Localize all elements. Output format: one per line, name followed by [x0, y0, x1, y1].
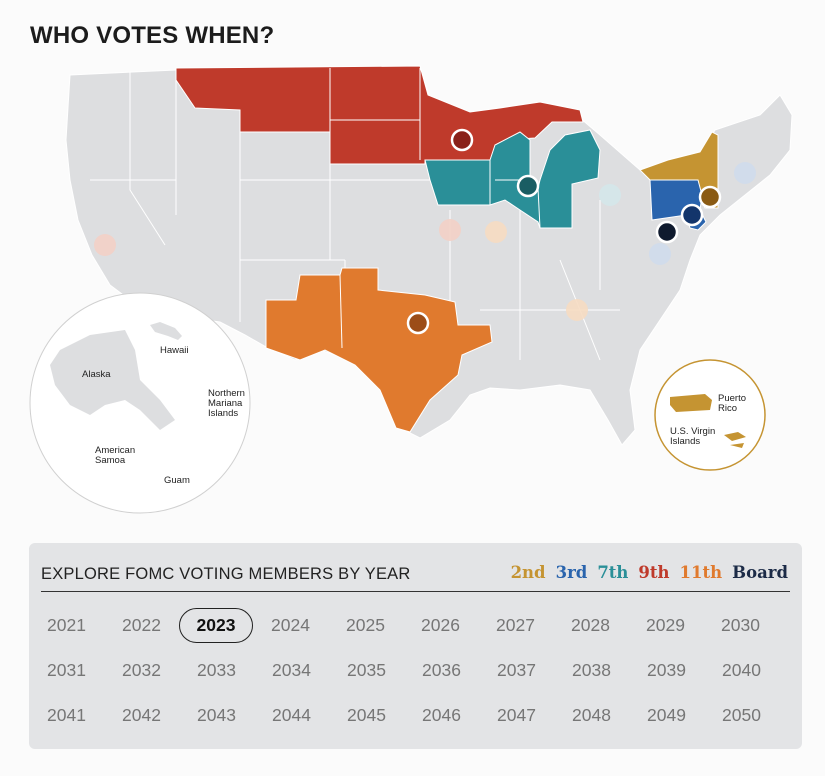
year-button[interactable]: 2027	[496, 615, 535, 635]
year-button[interactable]: 2049	[647, 705, 686, 725]
year-button[interactable]: 2041	[47, 705, 86, 725]
legend-9th: 9th	[638, 563, 670, 582]
year-explorer-panel: EXPLORE FOMC VOTING MEMBERS BY YEAR 2nd …	[29, 543, 802, 749]
year-button[interactable]: 2042	[122, 705, 161, 725]
caribbean-inset-circle	[654, 359, 766, 471]
year-button-selected[interactable]: 2023	[179, 608, 253, 643]
board-marker[interactable]	[655, 220, 679, 244]
district-11th-shape[interactable]	[265, 267, 493, 433]
year-button[interactable]: 2032	[122, 660, 161, 680]
year-button[interactable]: 2031	[47, 660, 86, 680]
panel-title: EXPLORE FOMC VOTING MEMBERS BY YEAR	[41, 565, 411, 583]
year-button[interactable]: 2047	[497, 705, 536, 725]
year-button[interactable]: 2043	[197, 705, 236, 725]
caribbean-inset: Puerto Rico U.S. Virgin Islands	[654, 359, 766, 471]
year-button[interactable]: 2025	[346, 615, 385, 635]
district-11th-border	[339, 274, 343, 349]
district-legend: 2nd 3rd 7th 9th 11th Board	[511, 563, 788, 582]
usvi-label-1: U.S. Virgin	[670, 426, 715, 437]
philadelphia-marker[interactable]	[680, 203, 704, 227]
legend-3rd: 3rd	[555, 563, 588, 582]
year-button[interactable]: 2024	[271, 615, 310, 635]
district-7th-shape[interactable]	[424, 129, 601, 229]
dallas-marker[interactable]	[406, 311, 430, 335]
year-button[interactable]: 2026	[421, 615, 460, 635]
year-row: 2041 2042 2043 2044 2045 2046 2047 2048 …	[29, 693, 802, 738]
legend-11th: 11th	[679, 563, 723, 582]
year-button[interactable]: 2029	[646, 615, 685, 635]
year-button[interactable]: 2030	[721, 615, 760, 635]
year-button[interactable]: 2028	[571, 615, 610, 635]
year-button[interactable]: 2046	[422, 705, 461, 725]
map-svg: Hawaii Alaska Northern Mariana Islands A…	[29, 65, 793, 514]
year-button[interactable]: 2039	[647, 660, 686, 680]
pacific-inset: Hawaii Alaska Northern Mariana Islands A…	[29, 292, 251, 514]
bos-marker-inactive	[734, 162, 756, 184]
puerto-rico-shape	[670, 394, 712, 412]
usvi-label-2: Islands	[670, 436, 700, 447]
year-button[interactable]: 2038	[572, 660, 611, 680]
panel-header: EXPLORE FOMC VOTING MEMBERS BY YEAR 2nd …	[41, 563, 790, 592]
year-button[interactable]: 2045	[347, 705, 386, 725]
year-button[interactable]: 2037	[497, 660, 536, 680]
year-button[interactable]: 2050	[722, 705, 761, 725]
legend-2nd: 2nd	[510, 563, 546, 582]
year-button[interactable]: 2044	[272, 705, 311, 725]
puerto-rico-label-2: Rico	[718, 403, 737, 414]
sf-marker-inactive	[94, 234, 116, 256]
year-row: 2021 2022 2023 2024 2025 2026 2027 2028 …	[29, 603, 802, 648]
year-button[interactable]: 2036	[422, 660, 461, 680]
guam-label: Guam	[164, 475, 190, 486]
year-button[interactable]: 2021	[47, 615, 86, 635]
year-button[interactable]: 2048	[572, 705, 611, 725]
atl-marker-inactive	[566, 299, 588, 321]
new-york-marker[interactable]	[698, 185, 722, 209]
year-row: 2031 2032 2033 2034 2035 2036 2037 2038 …	[29, 648, 802, 693]
stl-marker-inactive	[485, 221, 507, 243]
year-grid: 2021 2022 2023 2024 2025 2026 2027 2028 …	[29, 603, 802, 738]
rich-marker-inactive	[649, 243, 671, 265]
legend-7th: 7th	[597, 563, 629, 582]
nmi-label-2: Mariana	[208, 398, 243, 409]
page-title: WHO VOTES WHEN?	[30, 22, 275, 49]
chicago-marker[interactable]	[516, 174, 540, 198]
samoa-label-1: American	[95, 445, 135, 456]
cle-marker-inactive	[599, 184, 621, 206]
nmi-label-1: Northern	[208, 388, 245, 399]
year-button[interactable]: 2034	[272, 660, 311, 680]
minneapolis-marker[interactable]	[450, 128, 474, 152]
usvi-shape	[724, 432, 746, 448]
nmi-label-3: Islands	[208, 408, 238, 419]
puerto-rico-label-1: Puerto	[718, 393, 746, 404]
year-button[interactable]: 2033	[197, 660, 236, 680]
alaska-shape	[50, 330, 175, 430]
district-9th-borders	[329, 68, 421, 164]
legend-board: Board	[732, 563, 788, 582]
samoa-label-2: Samoa	[95, 455, 126, 466]
kc-marker-inactive	[439, 219, 461, 241]
alaska-label: Alaska	[82, 369, 111, 380]
us-map: Hawaii Alaska Northern Mariana Islands A…	[0, 60, 825, 530]
hawaii-shape	[150, 322, 182, 340]
hawaii-label: Hawaii	[160, 345, 189, 356]
inactive-markers	[94, 162, 756, 321]
year-button[interactable]: 2022	[122, 615, 161, 635]
year-button[interactable]: 2040	[722, 660, 761, 680]
year-button[interactable]: 2035	[347, 660, 386, 680]
